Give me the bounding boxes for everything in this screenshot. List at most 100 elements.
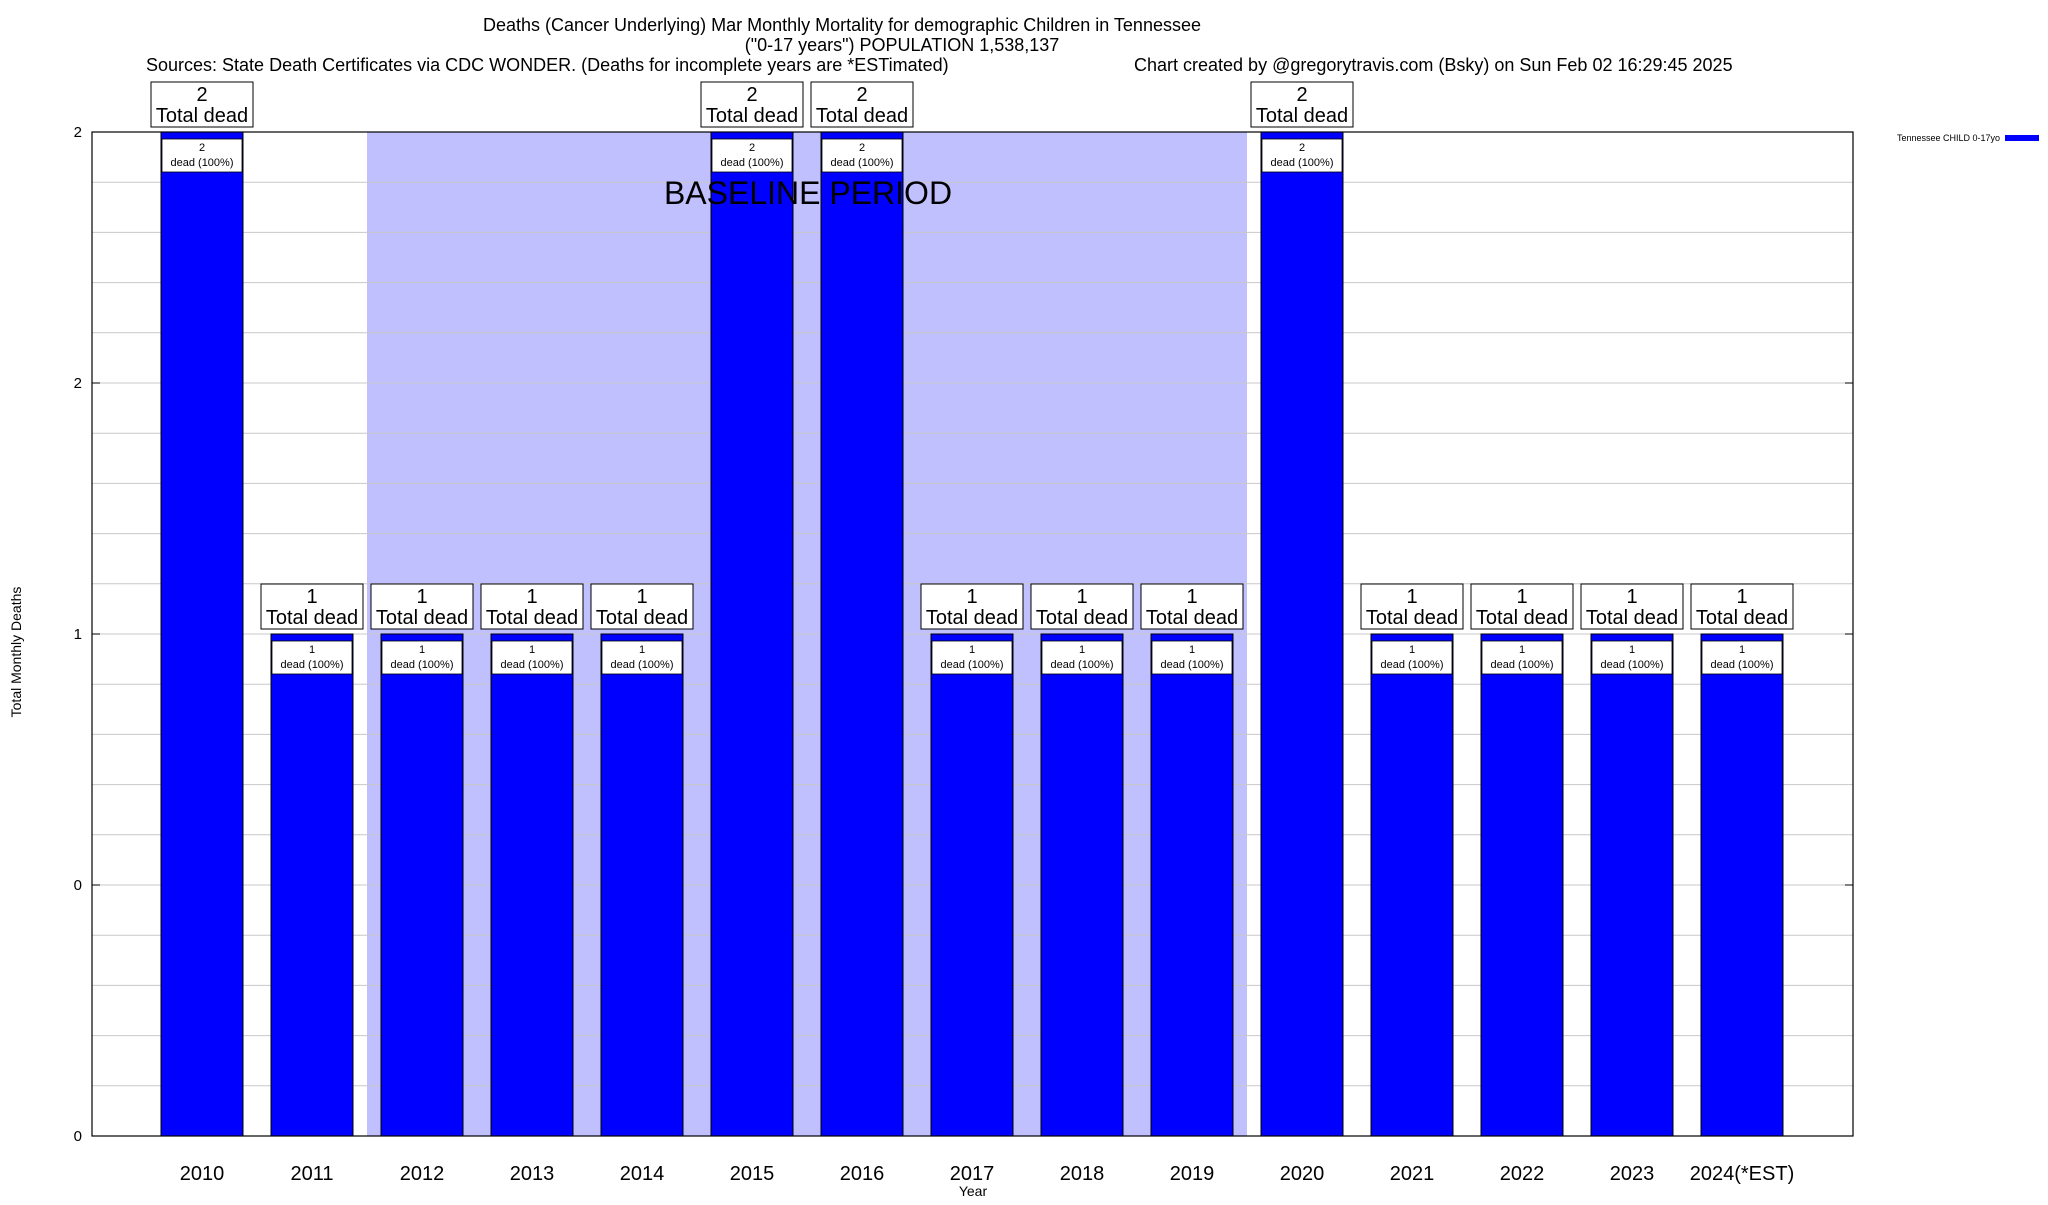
total-dead-value: 1 (1406, 586, 1417, 608)
bar-dead-value: 1 (1739, 644, 1745, 656)
total-dead-label: Total dead (156, 105, 248, 127)
bar-dead-box (491, 640, 573, 675)
bar-dead-value: 2 (199, 142, 205, 154)
total-dead-value: 2 (856, 84, 867, 106)
total-dead-label: Total dead (816, 105, 908, 127)
bar (490, 633, 574, 1137)
total-dead-label: Total dead (1586, 607, 1678, 629)
total-dead-value: 1 (636, 586, 647, 608)
bar-dead-value: 1 (309, 644, 315, 656)
bar-dead-label: dead (100%) (1051, 659, 1114, 671)
y-tick-label: 1 (74, 626, 82, 643)
bar-dead-value: 1 (1409, 644, 1415, 656)
bar-dead-label: dead (100%) (721, 157, 784, 169)
total-dead-value: 1 (416, 586, 427, 608)
total-dead-box (1470, 583, 1574, 630)
x-tick-label: 2011 (290, 1163, 333, 1185)
bar (820, 131, 904, 1137)
total-dead-box (1580, 583, 1684, 630)
total-dead-label: Total dead (706, 105, 798, 127)
bar-dead-box (601, 640, 683, 675)
bar-dead-value: 1 (1079, 644, 1085, 656)
bar-dead-box (161, 138, 243, 173)
total-dead-value: 1 (1736, 586, 1747, 608)
x-tick-label: 2015 (730, 1163, 775, 1185)
bar-dead-box (821, 138, 903, 173)
total-dead-box (1140, 583, 1244, 630)
bar-dead-label: dead (100%) (1381, 659, 1444, 671)
y-tick-label: 0 (74, 1128, 82, 1145)
x-tick-label: 2019 (1170, 1163, 1215, 1185)
x-tick-label: 2020 (1280, 1163, 1325, 1185)
bar-dead-value: 1 (1519, 644, 1525, 656)
x-tick-label: 2018 (1060, 1163, 1105, 1185)
chart-subtitle: ("0-17 years") POPULATION 1,538,137 (745, 35, 1060, 55)
total-dead-box (700, 81, 804, 128)
bar-dead-value: 1 (1189, 644, 1195, 656)
y-tick-label: 2 (74, 375, 82, 392)
bar-dead-value: 1 (969, 644, 975, 656)
bar-dead-box (271, 640, 353, 675)
total-dead-value: 1 (306, 586, 317, 608)
total-dead-label: Total dead (1256, 105, 1348, 127)
x-tick-label: 2014 (620, 1163, 665, 1185)
x-tick-label: 2013 (510, 1163, 555, 1185)
bar-dead-label: dead (100%) (171, 157, 234, 169)
total-dead-box (260, 583, 364, 630)
bar (710, 131, 794, 1137)
bar (160, 131, 244, 1137)
bar-dead-box (1151, 640, 1233, 675)
total-dead-box (480, 583, 584, 630)
bar (600, 633, 684, 1137)
total-dead-label: Total dead (266, 607, 358, 629)
x-tick-label: 2016 (840, 1163, 885, 1185)
total-dead-box (370, 583, 474, 630)
x-tick-label: 2021 (1390, 1163, 1435, 1185)
total-dead-box (590, 583, 694, 630)
total-dead-value: 1 (526, 586, 537, 608)
bar-dead-label: dead (100%) (1161, 659, 1224, 671)
bar-dead-value: 2 (1299, 142, 1305, 154)
axes-layer: 0 0 1 2 2 2010 2011 2012 2013 2014 2015 2016 2017 201… (74, 124, 1854, 1185)
bar-dead-box (1481, 640, 1563, 675)
bar-dead-box (1701, 640, 1783, 675)
bar-dead-label: dead (100%) (1711, 659, 1774, 671)
total-dead-box (1690, 583, 1794, 630)
total-dead-label: Total dead (926, 607, 1018, 629)
y-tick-label: 2 (74, 124, 82, 141)
bar-dead-label: dead (100%) (501, 659, 564, 671)
bar-dead-box (1041, 640, 1123, 675)
total-dead-box (1360, 583, 1464, 630)
total-dead-box (1030, 583, 1134, 630)
bar (1040, 633, 1124, 1137)
bar (1480, 633, 1564, 1137)
total-dead-value: 2 (196, 84, 207, 106)
bar-dead-value: 1 (1629, 644, 1635, 656)
total-dead-value: 1 (1076, 586, 1087, 608)
bar-dead-label: dead (100%) (391, 659, 454, 671)
total-dead-box (810, 81, 914, 128)
chart-sources: Sources: State Death Certificates via CD… (146, 55, 949, 75)
bar-dead-box (1591, 640, 1673, 675)
bar (1260, 131, 1344, 1137)
bar-dead-label: dead (100%) (611, 659, 674, 671)
total-dead-box (1250, 81, 1354, 128)
x-tick-label: 2024(*EST) (1690, 1163, 1795, 1185)
bar-dead-value: 2 (859, 142, 865, 154)
total-dead-label: Total dead (486, 607, 578, 629)
chart-credit: Chart created by @gregorytravis.com (Bsk… (1134, 55, 1733, 75)
chart-title: Deaths (Cancer Underlying) Mar Monthly M… (483, 15, 1201, 35)
total-dead-label: Total dead (376, 607, 468, 629)
y-axis-label: Total Monthly Deaths (8, 587, 24, 718)
bar (930, 633, 1014, 1137)
bar-dead-value: 1 (639, 644, 645, 656)
bar-dead-label: dead (100%) (1601, 659, 1664, 671)
bar-dead-box (381, 640, 463, 675)
total-dead-box (150, 81, 254, 128)
total-dead-label: Total dead (1036, 607, 1128, 629)
bar-dead-box (1371, 640, 1453, 675)
total-dead-label: Total dead (596, 607, 688, 629)
total-dead-value: 1 (1626, 586, 1637, 608)
bar-dead-label: dead (100%) (941, 659, 1004, 671)
